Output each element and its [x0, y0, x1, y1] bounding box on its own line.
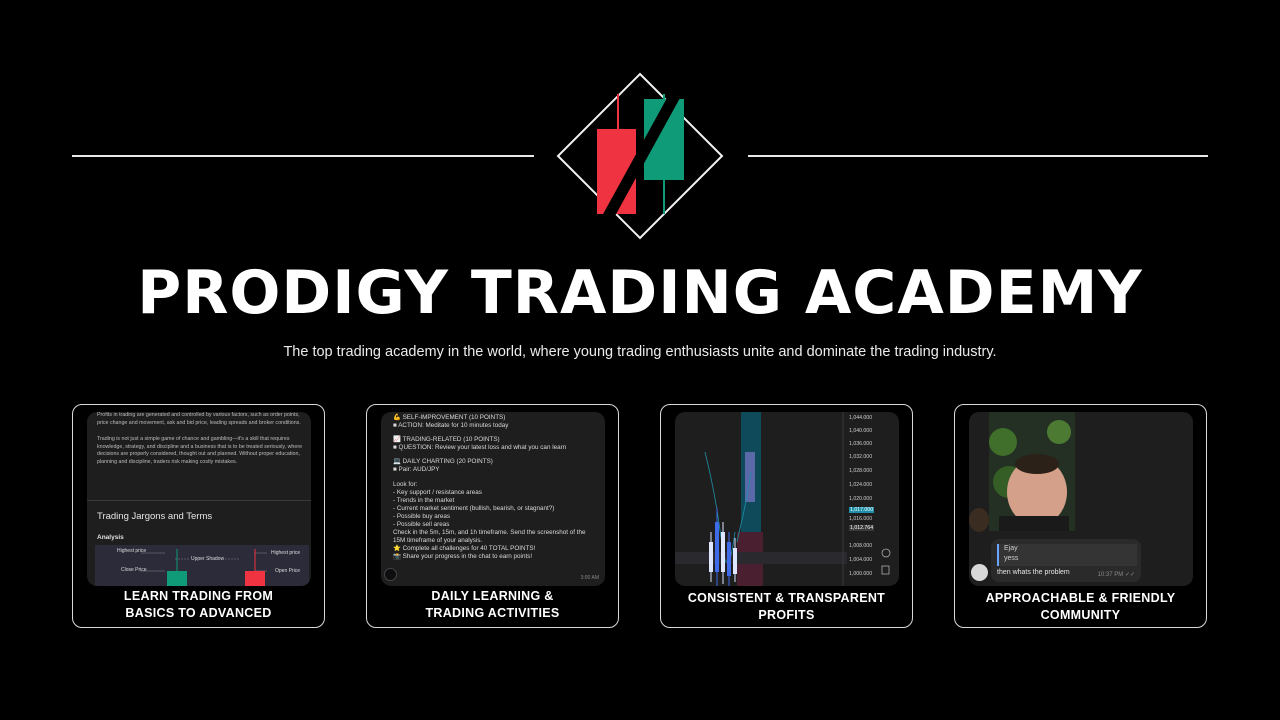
chat-line: ■ QUESTION: Review your latest loss and …: [393, 444, 567, 452]
lesson-section-label: Analysis: [97, 534, 124, 541]
chat-line: Check in the 5m, 15m, and 1h timeframe. …: [393, 529, 586, 537]
price-tick: 1,000.000: [849, 571, 873, 577]
feature-card-community[interactable]: Ejay yess then whats the problem 10:37 P…: [954, 404, 1207, 628]
chat-line: - Possible sell areas: [393, 521, 450, 529]
lesson-screenshot: Profits in trading are generated and con…: [87, 412, 311, 586]
message-time-text: 10:37 PM: [1097, 572, 1124, 578]
lesson-divider: [87, 500, 311, 501]
price-tick: 1,024.000: [849, 482, 873, 488]
user-avatar: [969, 508, 989, 532]
message-timestamp: 10:37 PM ✓✓: [1098, 571, 1135, 578]
decorative-rule-right: [748, 155, 1208, 157]
price-tick: 1,008.000: [849, 543, 873, 549]
message-text: then whats the problem: [997, 569, 1070, 576]
chat-line: ⭐ Complete all challenges for 40 TOTAL P…: [393, 545, 536, 553]
price-axis: 1,044.000 1,040.000 1,036.000 1,032.000 …: [847, 412, 881, 586]
card-caption-profits: CONSISTENT & TRANSPARENT PROFITS: [661, 590, 912, 624]
card-caption-line: DAILY LEARNING &: [431, 589, 554, 603]
card-caption-learning: LEARN TRADING FROM BASICS TO ADVANCED: [73, 588, 324, 622]
card-caption-line: TRADING ACTIVITIES: [425, 606, 560, 620]
page-title: PRODIGY TRADING ACADEMY: [137, 258, 1143, 328]
feature-card-learning[interactable]: Profits in trading are generated and con…: [72, 404, 325, 628]
diagram-label-close: Close Price: [121, 567, 147, 573]
chat-line: 15M timeframe of your analysis.: [393, 537, 483, 545]
lesson-heading: Trading Jargons and Terms: [97, 511, 213, 522]
chat-line: ■ ACTION: Meditate for 10 minutes today: [393, 422, 509, 430]
video-message-thumbnail: [989, 412, 1075, 531]
candles: [709, 508, 737, 586]
diagram-label-open: Open Price: [275, 568, 301, 574]
price-tick: 1,044.000: [849, 415, 873, 421]
quoted-reply-text: yess: [1004, 555, 1019, 562]
community-chat-screenshot: Ejay yess then whats the problem 10:37 P…: [969, 412, 1193, 586]
price-tick: 1,016.000: [849, 516, 873, 522]
card-caption-line: LEARN TRADING FROM: [123, 589, 274, 603]
price-tick-current: 1,012.764: [849, 525, 875, 531]
decorative-rule-left: [72, 155, 534, 157]
chat-line: 💪 SELF-IMPROVEMENT (10 POINTS): [393, 414, 506, 421]
academy-logo-icon: [556, 72, 724, 240]
card-caption-line: BASICS TO ADVANCED: [125, 606, 272, 620]
diagram-label-upper-shadow: Upper Shadow: [191, 556, 225, 562]
card-caption-community: APPROACHABLE & FRIENDLY COMMUNITY: [955, 590, 1206, 624]
card-caption-line: CONSISTENT & TRANSPARENT: [687, 591, 886, 605]
chat-line: - Possible buy areas: [393, 512, 451, 520]
lesson-paragraph-2: Trading is not just a simple game of cha…: [97, 436, 303, 465]
sender-avatar: [971, 564, 988, 581]
price-tick: 1,020.000: [849, 496, 873, 502]
price-chart: [675, 412, 891, 586]
price-tick-highlight: 1,017.000: [849, 507, 875, 513]
card-caption-line: PROFITS: [758, 608, 815, 622]
chat-line: 📸 Share your progress in the chat to ear…: [393, 553, 533, 561]
chat-line: - Current market sentiment (bullish, bea…: [393, 504, 555, 512]
price-chart-screenshot: 1,044.000 1,040.000 1,036.000 1,032.000 …: [675, 412, 899, 586]
sender-avatar: [384, 568, 397, 581]
chat-line: ■ Pair: AUD/JPY: [393, 466, 440, 474]
message-timestamp: 3:00 AM: [580, 575, 599, 581]
price-tick: 1,036.000: [849, 441, 873, 447]
candlestick-diagram-drawing: [141, 549, 267, 586]
chat-line: - Key support / resistance areas: [393, 488, 482, 496]
price-tick: 1,028.000: [849, 468, 873, 474]
price-tick: 1,004.000: [849, 557, 873, 563]
read-receipt-icon: ✓✓: [1124, 572, 1135, 578]
chat-line: - Trends in the market: [393, 496, 455, 504]
quoted-reply-author: Ejay: [1004, 545, 1018, 552]
price-tick: 1,032.000: [849, 454, 873, 460]
video-message-image: [989, 412, 1075, 531]
card-caption-line: APPROACHABLE & FRIENDLY: [985, 591, 1176, 605]
quoted-reply[interactable]: Ejay yess: [997, 544, 1137, 566]
lesson-paragraph-1: Profits in trading are generated and con…: [97, 412, 301, 426]
price-tick: 1,040.000: [849, 428, 873, 434]
chat-line: 📈 TRADING-RELATED (10 POINTS): [393, 436, 500, 444]
chat-screenshot: 💪 SELF-IMPROVEMENT (10 POINTS) ■ ACTION:…: [381, 412, 605, 586]
daily-challenge-message: 💪 SELF-IMPROVEMENT (10 POINTS) ■ ACTION:…: [393, 414, 603, 562]
feature-card-activities[interactable]: 💪 SELF-IMPROVEMENT (10 POINTS) ■ ACTION:…: [366, 404, 619, 628]
card-caption-activities: DAILY LEARNING & TRADING ACTIVITIES: [367, 588, 618, 622]
candlestick-diagram: Highest price Upper Shadow Highest price…: [95, 545, 309, 586]
feature-card-profits[interactable]: 1,044.000 1,040.000 1,036.000 1,032.000 …: [660, 404, 913, 628]
diagram-label-highest-right: Highest price: [271, 550, 301, 556]
page-subtitle: The top trading academy in the world, wh…: [283, 344, 997, 360]
chat-line: 💻 DAILY CHARTING (20 POINTS): [393, 458, 493, 466]
chat-line: Look for:: [393, 480, 418, 488]
card-caption-line: COMMUNITY: [1040, 608, 1121, 622]
diagram-label-highest-left: Highest price: [117, 548, 147, 554]
reply-message-bubble[interactable]: Ejay yess then whats the problem 10:37 P…: [991, 539, 1141, 582]
